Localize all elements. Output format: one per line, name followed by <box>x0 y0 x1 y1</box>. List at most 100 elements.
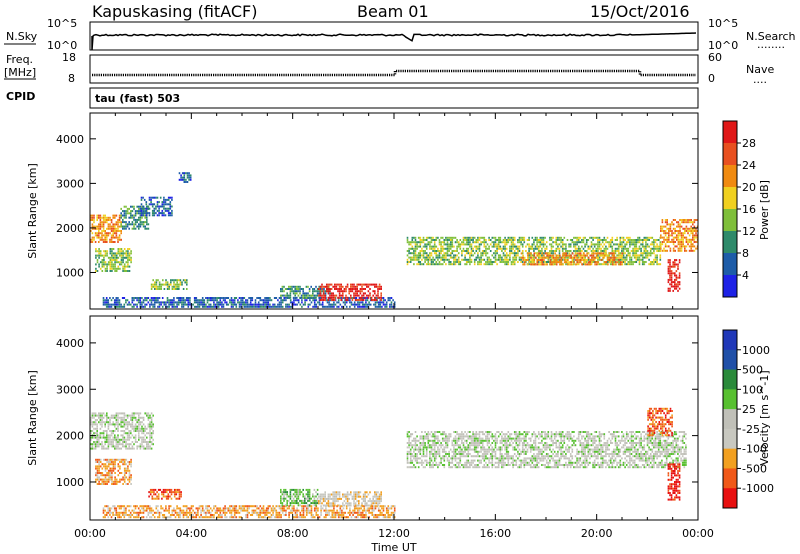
heatmap-cell <box>625 241 628 244</box>
heatmap-cell <box>609 243 612 246</box>
heatmap-cell <box>164 201 167 204</box>
heatmap-cell <box>595 243 598 246</box>
heatmap-cell <box>259 509 262 512</box>
heatmap-cell <box>98 476 100 479</box>
heatmap-cell <box>429 247 431 250</box>
heatmap-cell <box>170 281 172 284</box>
heatmap-cell <box>141 441 143 443</box>
heatmap-cell <box>181 283 183 286</box>
heatmap-cell <box>281 290 284 293</box>
heatmap-cell <box>370 299 373 301</box>
heatmap-cell <box>679 227 681 230</box>
heatmap-cell <box>611 259 614 261</box>
heatmap-cell <box>430 247 433 250</box>
heatmap-cell <box>131 509 134 512</box>
heatmap-cell <box>158 303 161 306</box>
heatmap-cell <box>614 252 617 255</box>
heatmap-cell <box>321 305 324 308</box>
heatmap-cell <box>169 505 172 508</box>
heatmap-cell <box>99 232 102 235</box>
heatmap-cell <box>598 247 601 250</box>
heatmap-cell <box>168 305 170 308</box>
heatmap-cell <box>155 212 157 215</box>
heatmap-cell <box>96 441 98 443</box>
heatmap-cell <box>233 509 236 512</box>
heatmap-cell <box>95 461 97 463</box>
heatmap-cell <box>182 305 185 308</box>
heatmap-cell <box>523 256 526 259</box>
heatmap-cell <box>690 241 692 243</box>
heatmap-cell <box>155 207 157 210</box>
heatmap-cell <box>156 495 158 498</box>
heatmap-cell <box>307 511 310 514</box>
heatmap-cell <box>348 288 350 290</box>
heatmap-cell <box>576 243 578 246</box>
heatmap-cell <box>112 232 114 235</box>
heatmap-cell <box>293 505 295 508</box>
heatmap-cell <box>374 516 377 519</box>
heatmap-cell <box>315 507 318 510</box>
heatmap-cell <box>581 254 584 257</box>
heatmap-cell <box>429 236 431 239</box>
heatmap-cell <box>155 301 158 304</box>
heatmap-cell <box>467 258 470 261</box>
heatmap-cell <box>313 507 316 510</box>
freq-tick-top: 18 <box>62 51 76 64</box>
heatmap-cell <box>360 505 362 508</box>
heatmap-cell <box>695 232 697 235</box>
heatmap-cell <box>318 303 321 306</box>
heatmap-cell <box>169 491 171 494</box>
heatmap-cell <box>128 303 130 306</box>
heatmap-cell <box>413 241 415 244</box>
heatmap-cell <box>146 221 148 224</box>
heatmap-cell <box>149 491 152 494</box>
heatmap-cell <box>142 207 144 210</box>
heatmap-cell <box>512 252 514 255</box>
heatmap-cell <box>230 303 233 306</box>
heatmap-cell <box>538 259 540 261</box>
heatmap-cell <box>264 305 266 308</box>
heatmap-cell <box>259 516 262 519</box>
heatmap-cell <box>117 252 120 255</box>
heatmap-cell <box>107 480 110 483</box>
heatmap-cell <box>95 263 97 266</box>
heatmap-cell <box>122 227 124 230</box>
heatmap-cell <box>424 261 426 263</box>
heatmap-cell <box>414 239 417 241</box>
heatmap-cell <box>171 285 174 288</box>
heatmap-cell <box>113 299 116 302</box>
heatmap-cell <box>507 241 510 244</box>
heatmap-cell <box>127 263 129 266</box>
heatmap-cell <box>117 412 119 415</box>
heatmap-cell <box>374 305 377 308</box>
heatmap-cell <box>134 507 137 510</box>
heatmap-cell <box>369 283 371 286</box>
heatmap-cell <box>96 476 99 479</box>
heatmap-cell <box>510 239 513 241</box>
heatmap-cell <box>280 516 282 519</box>
heatmap-cell <box>478 247 481 250</box>
heatmap-cell <box>246 507 249 510</box>
heatmap-cell <box>637 239 639 241</box>
heatmap-cell <box>322 299 325 301</box>
heatmap-cell <box>478 263 481 266</box>
heatmap-cell <box>112 480 115 483</box>
heatmap-cell <box>679 234 681 237</box>
heatmap-cell <box>149 299 151 302</box>
heatmap-cell <box>233 514 236 516</box>
heatmap-cell <box>165 281 167 284</box>
heatmap-cell <box>378 296 381 299</box>
heatmap-cell <box>125 476 128 479</box>
heatmap-cell <box>165 507 167 510</box>
heatmap-cell <box>603 236 606 239</box>
heatmap-cell <box>119 263 121 266</box>
heatmap-cell <box>265 511 268 514</box>
heatmap-cell <box>680 234 683 237</box>
heatmap-cell <box>664 230 667 232</box>
heatmap-cell <box>344 303 346 306</box>
heatmap-cell <box>469 239 471 241</box>
heatmap-cell <box>227 297 230 299</box>
heatmap-cell <box>660 234 662 237</box>
heatmap-cell <box>616 243 618 246</box>
heatmap-cell <box>131 216 134 219</box>
